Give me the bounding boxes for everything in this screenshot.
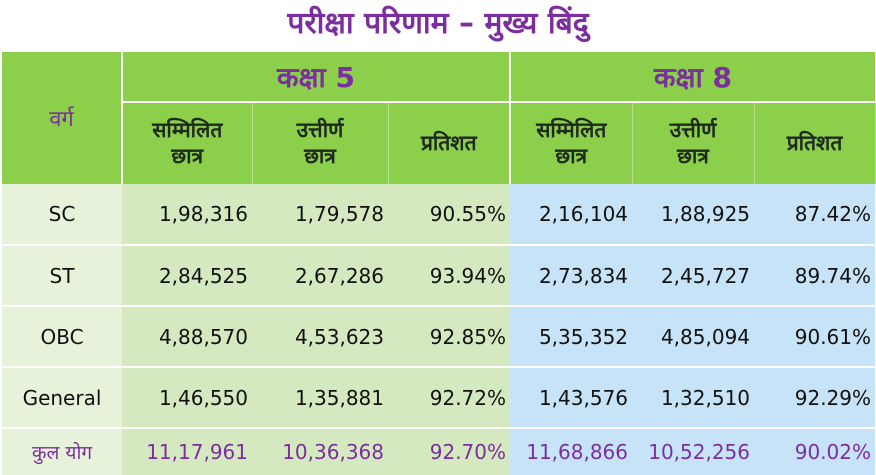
c5-percent-cell: 92.85% — [388, 306, 511, 368]
table-row: General 1,46,550 1,35,881 92.72% 1,43,57… — [2, 367, 876, 429]
column-header-row: सम्मिलित छात्र उत्तीर्ण छात्र प्रतिशत सम… — [2, 102, 876, 184]
c8-passed-cell: 1,88,925 — [632, 184, 755, 246]
total-c5-appeared: 11,17,961 — [122, 428, 252, 475]
c5-appeared-cell: 1,98,316 — [122, 184, 252, 246]
total-c5-percent: 92.70% — [388, 428, 511, 475]
c8-passed-cell: 4,85,094 — [632, 306, 755, 368]
class5-header: कक्षा 5 — [122, 52, 512, 103]
c5-appeared-cell: 2,84,525 — [122, 245, 252, 307]
category-cell: General — [2, 367, 122, 429]
results-table: वर्ग कक्षा 5 कक्षा 8 सम्मिलित छात्र उत्त… — [2, 52, 876, 475]
c8-passed-header-line1: उत्तीर्ण — [669, 118, 717, 143]
total-c8-percent: 90.02% — [754, 428, 876, 475]
c8-percent-cell: 89.74% — [754, 245, 876, 307]
table-row: OBC 4,88,570 4,53,623 92.85% 5,35,352 4,… — [2, 306, 876, 368]
c8-appeared-cell: 1,43,576 — [510, 367, 633, 429]
class8-header: कक्षा 8 — [510, 52, 876, 103]
c5-percent-cell: 90.55% — [388, 184, 511, 246]
total-c8-appeared: 11,68,866 — [510, 428, 633, 475]
c5-percent-cell: 92.72% — [388, 367, 511, 429]
c5-passed-header-line1: उत्तीर्ण — [296, 118, 344, 143]
c5-passed-cell: 1,79,578 — [252, 184, 388, 246]
c5-appeared-cell: 4,88,570 — [122, 306, 252, 368]
c5-appeared-header-line1: सम्मिलित — [152, 118, 223, 143]
c8-percent-cell: 92.29% — [754, 367, 876, 429]
c5-passed-cell: 1,35,881 — [252, 367, 388, 429]
category-cell: OBC — [2, 306, 122, 368]
c8-passed-cell: 1,32,510 — [632, 367, 755, 429]
total-c8-passed: 10,52,256 — [632, 428, 755, 475]
category-cell: SC — [2, 184, 122, 246]
total-row: कुल योग 11,17,961 10,36,368 92.70% 11,68… — [2, 428, 876, 475]
c8-percent-cell: 90.61% — [754, 306, 876, 368]
c5-percent-cell: 93.94% — [388, 245, 511, 307]
c8-appeared-cell: 2,73,834 — [510, 245, 633, 307]
c5-passed-cell: 2,67,286 — [252, 245, 388, 307]
c8-appeared-header-line1: सम्मिलित — [536, 118, 607, 143]
total-c5-passed: 10,36,368 — [252, 428, 388, 475]
category-header: वर्ग — [2, 52, 123, 184]
c5-passed-header: उत्तीर्ण छात्र — [252, 102, 389, 184]
c8-passed-header: उत्तीर्ण छात्र — [632, 102, 755, 184]
c5-percent-header: प्रतिशत — [388, 102, 512, 184]
page-title: परीक्षा परिणाम – मुख्य बिंदु — [287, 6, 589, 41]
c8-percent-header: प्रतिशत — [754, 102, 876, 184]
c8-passed-header-line2: छात्र — [677, 143, 709, 168]
category-cell: ST — [2, 245, 122, 307]
table-row: ST 2,84,525 2,67,286 93.94% 2,73,834 2,4… — [2, 245, 876, 307]
table-row: SC 1,98,316 1,79,578 90.55% 2,16,104 1,8… — [2, 184, 876, 246]
c5-appeared-header-line2: छात्र — [171, 143, 204, 168]
c8-appeared-cell: 2,16,104 — [510, 184, 633, 246]
c8-appeared-cell: 5,35,352 — [510, 306, 633, 368]
class-header-row: वर्ग कक्षा 5 कक्षा 8 — [2, 52, 876, 184]
c5-appeared-cell: 1,46,550 — [122, 367, 252, 429]
c8-passed-cell: 2,45,727 — [632, 245, 755, 307]
c5-passed-header-line2: छात्र — [304, 143, 336, 168]
c5-appeared-header: सम्मिलित छात्र — [122, 102, 253, 184]
c5-passed-cell: 4,53,623 — [252, 306, 388, 368]
c8-appeared-header: सम्मिलित छात्र — [510, 102, 633, 184]
c8-percent-cell: 87.42% — [754, 184, 876, 246]
total-label: कुल योग — [2, 428, 122, 475]
c8-appeared-header-line2: छात्र — [555, 143, 588, 168]
